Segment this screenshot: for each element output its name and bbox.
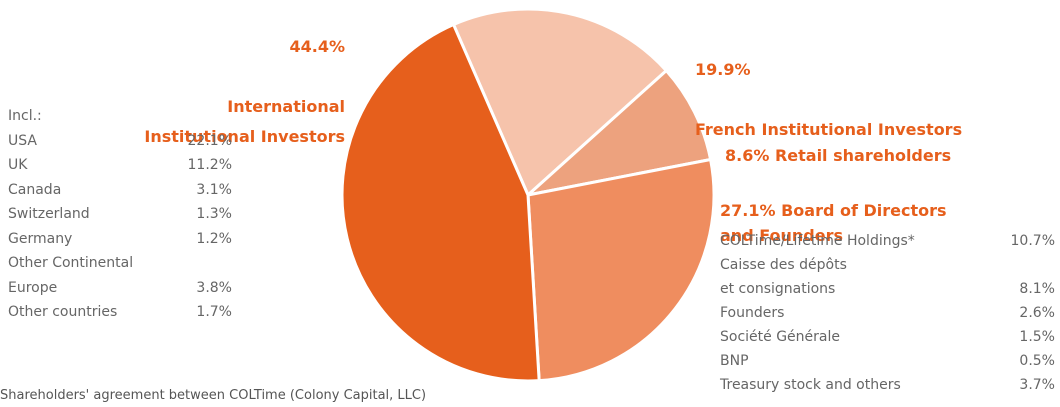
slice-name: International Institutional Investors bbox=[144, 97, 345, 146]
breakdown-item: Other countries bbox=[8, 304, 118, 320]
breakdown-item: Founders bbox=[720, 305, 785, 321]
pie-slice bbox=[340, 22, 541, 383]
label-board: 27.1% Board of Directors and Founders bbox=[720, 173, 947, 248]
breakdown-value: 0.5% bbox=[1019, 353, 1055, 369]
breakdown-item: Treasury stock and others bbox=[720, 377, 901, 393]
label-international: 44.4% International Institutional Invest… bbox=[95, 2, 345, 182]
breakdown-item: Caisse des dépôts et consignations bbox=[720, 257, 847, 297]
breakdown-item: COLTime/Lifetime Holdings* bbox=[720, 233, 915, 249]
value-label: 8.6% bbox=[725, 146, 770, 165]
breakdown-item: UK bbox=[8, 157, 28, 173]
breakdown-item: Canada bbox=[8, 181, 62, 198]
label-retail: 8.6% Retail shareholders bbox=[725, 111, 951, 171]
breakdown-heading: Incl.: bbox=[8, 108, 42, 124]
breakdown-right: COLTime/Lifetime Holdings* 10.7% Caisse de… bbox=[720, 229, 1055, 397]
value-label: 19.9% bbox=[695, 60, 751, 79]
breakdown-left: Incl.: USA 22.1% UK 11.2% Canada 3.1% Switzerl… bbox=[8, 104, 232, 325]
breakdown-value: 3.8% bbox=[196, 279, 232, 296]
breakdown-value: 11.2% bbox=[187, 157, 232, 173]
breakdown-value: 22.1% bbox=[187, 132, 232, 149]
slice-name: Board of Directors and Founders bbox=[720, 201, 947, 245]
breakdown-value: 3.7% bbox=[1019, 377, 1055, 393]
breakdown-value: 10.7% bbox=[1010, 233, 1055, 249]
value-label: 27.1% bbox=[720, 201, 776, 220]
value-label: 44.4% bbox=[289, 37, 345, 56]
breakdown-value: 2.6% bbox=[1019, 305, 1055, 321]
label-french: 19.9% French Institutional Investors bbox=[695, 25, 962, 175]
breakdown-value: 1.2% bbox=[196, 230, 232, 247]
breakdown-item: BNP bbox=[720, 353, 749, 369]
footnote: Shareholders' agreement between COLTime … bbox=[0, 388, 427, 403]
breakdown-item: USA bbox=[8, 132, 37, 149]
breakdown-value: 1.5% bbox=[1019, 329, 1055, 345]
breakdown-value: 3.1% bbox=[196, 181, 232, 198]
slice-name: French Institutional Investors bbox=[695, 120, 963, 139]
pie-slice bbox=[522, 68, 713, 198]
breakdown-value: 1.7% bbox=[196, 304, 232, 320]
breakdown-item: Germany bbox=[8, 230, 73, 247]
pie-slice bbox=[526, 157, 716, 383]
breakdown-item: Société Générale bbox=[720, 329, 840, 345]
pie-slice bbox=[451, 7, 669, 198]
breakdown-value: 8.1% bbox=[1019, 281, 1055, 297]
slice-name: Retail shareholders bbox=[774, 146, 952, 165]
breakdown-item: Switzerland bbox=[8, 206, 90, 222]
breakdown-value: 1.3% bbox=[196, 206, 232, 222]
breakdown-item: Other Continental Europe bbox=[8, 255, 134, 296]
